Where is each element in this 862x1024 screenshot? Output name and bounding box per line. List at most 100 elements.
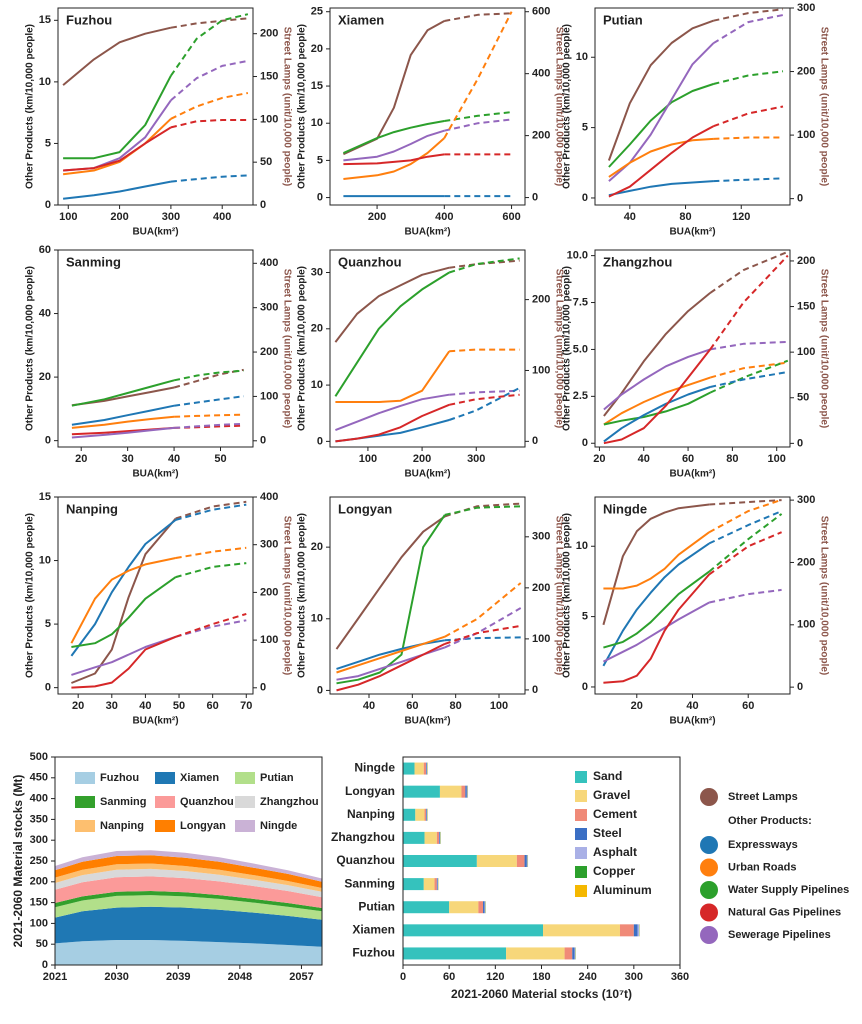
legend-swatch — [575, 771, 587, 783]
y-tick-label: 0 — [317, 435, 323, 447]
plot-frame — [57, 249, 254, 448]
x-tick-label: 40 — [168, 453, 180, 465]
y2-tick-label: 100 — [532, 633, 550, 645]
fitted-curve — [608, 83, 714, 168]
panel-title: Longyan — [338, 501, 392, 516]
category-label: Nanping — [347, 807, 395, 821]
projected-curve — [709, 359, 789, 394]
y2-tick-label: 400 — [260, 257, 278, 269]
y-tick-label: 5 — [317, 154, 323, 166]
legend-label: Fuzhou — [100, 772, 139, 784]
fitted-curve — [336, 635, 446, 674]
x-axis-label: BUA(km²) — [404, 227, 450, 238]
legend-marker — [700, 926, 718, 944]
x-tick-label: 240 — [578, 971, 596, 983]
x-tick-label: 80 — [679, 211, 691, 223]
y-axis-label: Other Products (km/10,000 people) — [297, 266, 308, 431]
fitted-curve — [336, 643, 446, 692]
y-tick-label: 10 — [576, 540, 588, 552]
legend-marker — [700, 881, 718, 899]
fitted-curve — [335, 393, 450, 432]
bar-segment — [403, 855, 477, 867]
y-tick-label: 20 — [311, 323, 323, 335]
fitted-curve — [608, 137, 714, 178]
fitted-curve — [335, 515, 446, 650]
legend-label: Putian — [260, 772, 294, 784]
fitted-curve — [70, 557, 176, 644]
bar-segment — [426, 808, 427, 821]
fitted-curve — [602, 601, 710, 663]
x-tick-label: 0 — [400, 971, 406, 983]
x-axis-label: BUA(km²) — [404, 716, 450, 727]
y-tick-label: 0 — [582, 681, 588, 693]
x-tick-label: 40 — [363, 700, 375, 712]
plot-frame — [329, 249, 526, 448]
y2-tick-label: 200 — [532, 130, 550, 142]
y-tick-label: 5 — [45, 618, 51, 630]
y2-tick-label: 100 — [532, 364, 550, 376]
bar-segment — [423, 878, 435, 891]
area — [55, 876, 322, 908]
fitted-curve — [334, 266, 450, 343]
legend-swatch — [235, 772, 255, 784]
y-tick-label: 10 — [39, 554, 51, 566]
projected-curve — [708, 498, 782, 534]
legend-swatch — [575, 866, 587, 878]
bar-segment — [403, 878, 424, 891]
y2-axis-label: Street Lamps (unit/10,000 people) — [281, 516, 292, 676]
y-axis-label: Other Products (km/10,000 people) — [25, 513, 36, 678]
legend-label: Street Lamps — [728, 791, 798, 803]
y2-tick-label: 200 — [532, 294, 550, 306]
fitted-curve — [608, 125, 714, 198]
bar-segment — [403, 785, 440, 798]
legend-label: Expressways — [728, 839, 798, 851]
legend-label: Aluminum — [593, 883, 652, 897]
y-tick-label: 200 — [30, 876, 48, 888]
plot-frame — [57, 496, 254, 695]
x-tick-label: 50 — [173, 700, 185, 712]
category-label: Ningde — [354, 761, 395, 775]
projected-curve — [709, 250, 789, 294]
x-tick-label: 40 — [686, 700, 698, 712]
x-tick-label: 200 — [413, 453, 431, 465]
x-tick-label: 600 — [502, 211, 520, 223]
projected-curve — [709, 361, 788, 379]
category-label: Longyan — [345, 784, 395, 798]
x-tick-label: 2030 — [104, 971, 128, 983]
projected-curve — [710, 340, 788, 351]
y2-tick-label: 200 — [797, 65, 815, 77]
plot-frame — [57, 7, 254, 206]
x-tick-label: 100 — [359, 453, 377, 465]
y2-tick-label: 300 — [797, 2, 815, 14]
bar-segment — [403, 901, 450, 914]
plot-frame — [329, 496, 526, 695]
bar-segment — [423, 762, 427, 775]
fitted-curve — [335, 350, 451, 403]
y-tick-label: 10 — [311, 379, 323, 391]
y-tick-label: 20 — [311, 43, 323, 55]
x-tick-label: 60 — [207, 700, 219, 712]
y2-tick-label: 100 — [797, 129, 815, 141]
legend-marker — [700, 836, 718, 854]
category-label: Putian — [358, 899, 395, 913]
fitted-curve — [71, 517, 177, 684]
y-axis-label: Other Products (km/10,000 people) — [562, 24, 573, 189]
legend-marker — [700, 788, 718, 806]
y2-tick-label: 50 — [260, 156, 272, 168]
legend-label: Water Supply Pipelines — [728, 884, 849, 896]
fitted-curve — [343, 129, 445, 162]
y-tick-label: 7.5 — [573, 296, 588, 308]
y2-tick-label: 0 — [797, 193, 803, 205]
y-tick-label: 15 — [39, 14, 51, 26]
projected-curve — [173, 369, 244, 382]
panel-title: Ningde — [603, 501, 647, 516]
y-tick-label: 10 — [39, 76, 51, 88]
legend-label: Longyan — [180, 820, 226, 832]
y2-tick-label: 100 — [260, 634, 278, 646]
projected-curve — [175, 503, 247, 521]
bar-segment — [619, 924, 634, 937]
y-tick-label: 10 — [311, 117, 323, 129]
legend-label: Nanping — [100, 820, 144, 832]
y2-tick-label: 100 — [797, 346, 815, 358]
x-tick-label: 2048 — [228, 971, 252, 983]
